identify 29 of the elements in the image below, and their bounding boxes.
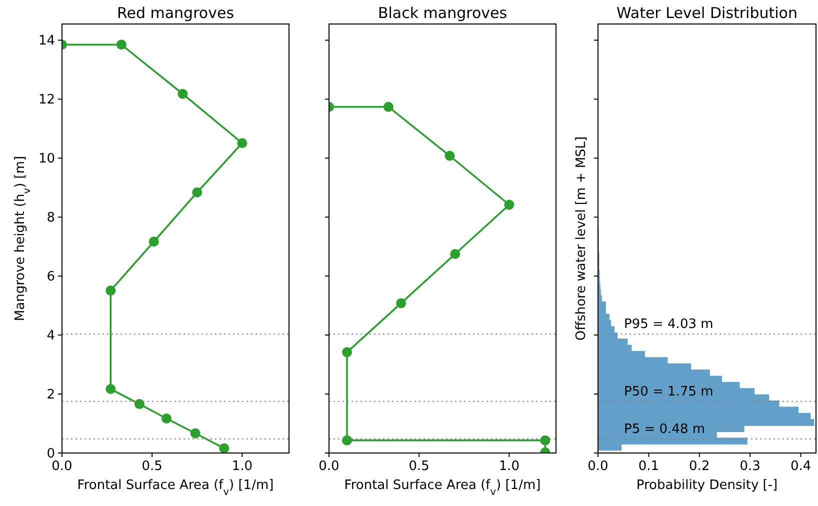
x-axis-title: Frontal Surface Area (f$_{v}$) [1/m] — [344, 478, 541, 498]
x-tick-label: 0.4 — [790, 459, 812, 474]
y-tick-label: 14 — [38, 34, 55, 49]
x-tick-label: 0.5 — [408, 459, 430, 474]
x-tick-label: 1.0 — [232, 459, 252, 474]
y-tick-label: 12 — [38, 92, 55, 108]
y-axis-title: Offshore water level [m + MSL] — [574, 136, 589, 341]
x-tick-label: 0.3 — [740, 459, 760, 474]
ref-line-label: P50 = 1.75 m — [624, 384, 714, 400]
x-tick-label: 1.0 — [498, 459, 520, 474]
y-tick-label: 4 — [46, 328, 55, 344]
y-tick-label: 0 — [46, 446, 55, 462]
x-axis-title: Frontal Surface Area (f$_{v}$) [1/m] — [77, 478, 274, 498]
ref-line-label: P5 = 0.48 m — [624, 422, 706, 437]
x-tick-label: 0.5 — [142, 459, 162, 474]
x-axis-title: Probability Density [-] — [636, 478, 778, 493]
x-tick-label: 0.1 — [638, 459, 660, 474]
x-tick-label: 0.0 — [52, 459, 72, 474]
y-tick-label: 6 — [46, 270, 55, 285]
x-tick-label: 0.2 — [689, 459, 710, 474]
chart-title: Black mangroves — [378, 4, 508, 22]
ref-line-label: P95 = 4.03 m — [624, 317, 714, 332]
chart-title: Red mangroves — [116, 4, 234, 22]
x-tick-label: 0.0 — [318, 459, 340, 474]
x-tick-label: 0.0 — [588, 459, 608, 474]
y-tick-label: 8 — [46, 210, 55, 226]
chart-title: Water Level Distribution — [616, 4, 798, 22]
y-tick-label: 10 — [38, 152, 55, 167]
y-tick-label: 2 — [46, 388, 55, 403]
